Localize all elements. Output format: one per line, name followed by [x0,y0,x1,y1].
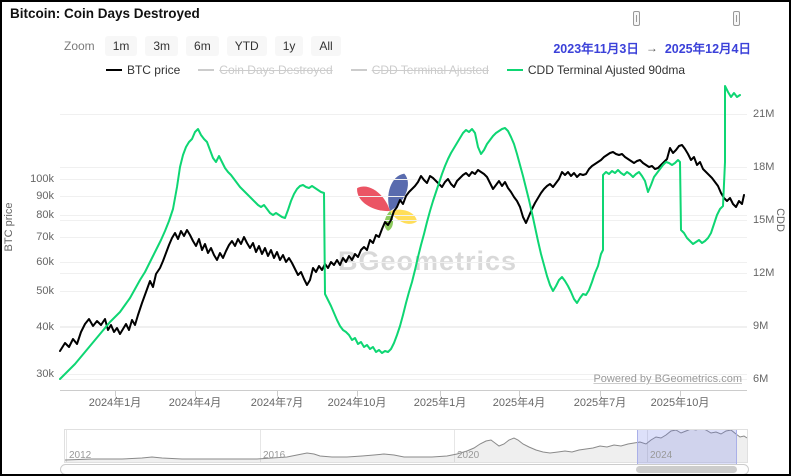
left-axis-label: 80k [36,209,54,222]
left-axis-label: 30k [36,368,54,380]
legend-item-1[interactable]: Coin Days Destroyed [198,63,333,77]
navigator-area-line [65,430,747,461]
powered-by-link[interactable]: Powered by BGeometrics.com [593,373,742,385]
series-line-3 [59,85,741,380]
right-axis-label: 15M [753,214,775,226]
navigator-area-fill [65,430,747,462]
range-button-1m[interactable]: 1m [104,36,138,56]
navigator-series [65,430,747,462]
from-date-input[interactable]: 2023年11月3日 [553,42,639,56]
right-axis-label: 12M [753,267,775,279]
x-axis-label: 2025年1月 [413,397,467,409]
date-range: 2023年11月3日 → 2025年12月4日 [553,38,751,57]
left-axis-label: 100k [30,172,54,185]
right-axis-label: 18M [753,161,775,173]
gridlines [60,114,747,380]
series-line-0 [59,144,745,352]
navigator-right-handle[interactable] [733,11,740,26]
x-axis-label: 2025年7月 [573,397,627,409]
legend-item-0[interactable]: BTC price [105,63,181,77]
horizontal-scrollbar-track[interactable] [60,464,749,474]
navigator-selected-range[interactable] [637,430,737,464]
horizontal-scrollbar-thumb[interactable] [636,466,737,473]
legend: BTC price Coin Days Destroyed CDD Terminal… [2,63,789,77]
arrow-right-icon: → [645,40,658,55]
right-axis-label: 9M [753,320,769,332]
range-button-all[interactable]: All [311,36,341,56]
legend-line-swatch [198,69,215,71]
left-axis-label: 40k [36,321,54,334]
legend-label: BTC price [126,63,181,77]
navigator-year-label: 2024 [650,450,673,461]
page-title: Bitcoin: Coin Days Destroyed [10,6,200,21]
legend-line-swatch [350,69,367,71]
range-selector: Zoom 1m 3m 6m YTD 1y All [64,35,341,57]
navigator-year-label: 2020 [457,450,480,461]
x-axis-label: 2025年4月 [492,397,546,409]
legend-label: Coin Days Destroyed [219,63,333,77]
legend-label: CDD Terminal Ajusted 90dma [527,63,686,77]
navigator-year-label: 2016 [263,450,286,461]
x-axis-label: 2024年1月 [88,397,142,409]
left-axis-label: 70k [36,230,54,243]
left-axis-label: 50k [36,285,54,298]
zoom-label: Zoom [64,39,95,53]
x-axis-label: 2024年4月 [168,397,222,409]
legend-line-swatch [506,69,523,71]
x-axis-label: 2024年7月 [250,397,304,409]
range-button-3m[interactable]: 3m [145,36,179,56]
range-button-6m[interactable]: 6m [186,36,219,56]
legend-label: CDD Terminal Ajusted [371,63,489,77]
watermark-text: BGeometrics [338,246,518,276]
navigator-year-label: 2012 [69,450,92,461]
legend-line-swatch [105,69,122,71]
left-axis-label: 90k [36,190,54,203]
navigator-left-handle[interactable] [633,11,640,26]
range-button-ytd[interactable]: YTD [226,36,267,56]
plot-area[interactable] [2,2,791,422]
x-axis-label: 2025年10月 [650,397,710,409]
legend-item-3[interactable]: CDD Terminal Ajusted 90dma [506,63,686,77]
navigator[interactable]: 2012 2016 2020 2024 [64,429,748,464]
range-button-1y[interactable]: 1y [274,36,304,56]
x-axis-label: 2024年10月 [327,397,387,409]
left-axis-label: 60k [36,255,54,268]
to-date-input[interactable]: 2025年12月4日 [664,42,751,56]
right-axis-label: 6M [753,373,769,385]
right-axis-label: 21M [753,108,775,120]
legend-item-2[interactable]: CDD Terminal Ajusted [350,63,489,77]
